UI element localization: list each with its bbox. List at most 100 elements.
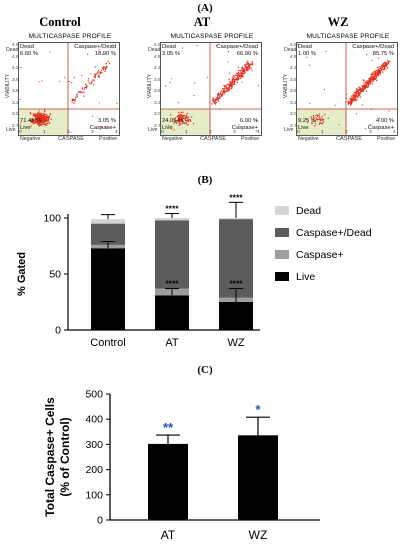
x-tick-label: WZ xyxy=(227,337,244,349)
quadrant-live-label: Live xyxy=(20,125,31,131)
bar-segment-dead xyxy=(155,218,189,221)
quadrant-caspase-dead-label: Caspase+/Dead xyxy=(216,44,258,50)
x-right-label: Positive xyxy=(377,136,396,142)
quadrant-dead-label: Dead xyxy=(162,44,176,50)
flow-plot-at: MULTICASPASE PROFILE Dead 3.05 % Caspase+/D… xyxy=(146,33,268,149)
flow-plot-wz: MULTICASPASE PROFILE Dead 1.00 % Caspase+/D… xyxy=(282,33,404,149)
quadrant-live-label: Live xyxy=(298,125,309,131)
quadrant-dead-value: 3.05 % xyxy=(162,51,181,57)
x-tick: 4 xyxy=(115,130,118,135)
y-tick: 2.7 xyxy=(290,123,297,129)
significance-stars: **** xyxy=(229,192,243,202)
legend-swatch xyxy=(275,272,289,281)
y-tick: 4.9 xyxy=(154,43,161,48)
y-tick-label: 400 xyxy=(85,414,103,426)
bar-segment-live xyxy=(155,295,189,330)
quadrant-caspase-dead-label: Caspase+/Dead xyxy=(352,44,394,50)
y-tick: 3.9 xyxy=(12,77,19,83)
y-tick-label: 0 xyxy=(97,515,103,527)
y-tick-label: 0 xyxy=(55,325,61,337)
y-bottom-label: Live xyxy=(284,127,294,133)
x-tick: 3 xyxy=(233,130,236,135)
x-tick: 2 xyxy=(209,130,212,135)
x-tick: 3 xyxy=(91,130,94,135)
plot-area xyxy=(160,42,262,136)
significance-stars: **** xyxy=(229,279,243,289)
plot-area xyxy=(18,42,120,136)
y-tick: 3.6 xyxy=(290,89,297,94)
y-tick: 4.6 xyxy=(290,54,297,60)
y-tick: 3.0 xyxy=(12,112,19,117)
stacked-bar-chart: 0 50 100 % Gated Control AT WZ **** **** **** ****… xyxy=(16,192,372,349)
quadrant-live-value: 9.25 % xyxy=(298,118,317,124)
y-tick: 3.0 xyxy=(290,112,297,117)
quadrant-caspase-value: 6.00 % xyxy=(239,118,258,124)
y-axis-label: VIABILITY xyxy=(5,73,12,99)
legend-label: Dead xyxy=(296,205,321,217)
plot-title: MULTICASPASE PROFILE xyxy=(306,33,390,40)
y-tick: 2.7 xyxy=(154,123,161,129)
legend-label: Live xyxy=(296,271,315,283)
quadrant-live-value: 24.05 % xyxy=(162,118,184,124)
flow-title-wz: WZ xyxy=(327,15,349,29)
plot-title: MULTICASPASE PROFILE xyxy=(28,33,112,40)
quadrant-dead-label: Dead xyxy=(298,44,312,50)
legend-swatch xyxy=(275,228,289,237)
bar-segment-live xyxy=(91,248,125,330)
quadrant-caspase-dead-value: 85.75 % xyxy=(372,51,394,57)
bar-segment-caspase-dead xyxy=(219,219,253,298)
bar-segment-caspase-dead xyxy=(155,220,189,289)
significance-stars: ** xyxy=(163,420,174,435)
y-axis-label: % Gated xyxy=(16,252,28,296)
y-axis-label: Total Caspase+ Cells(% of Control) xyxy=(43,397,72,517)
y-tick: 3.6 xyxy=(12,89,19,94)
scatter-dots xyxy=(297,43,397,135)
significance-stars: **** xyxy=(165,204,179,214)
scatter-dots xyxy=(161,43,261,135)
y-tick: 4.3 xyxy=(154,66,161,71)
y-tick-label: 200 xyxy=(85,464,103,476)
y-bottom-label: Live xyxy=(148,127,158,133)
x-tick-label: AT xyxy=(165,337,179,349)
y-tick: 3.9 xyxy=(290,77,297,83)
x-tick: 1 xyxy=(185,130,188,135)
x-tick: 4 xyxy=(393,130,396,135)
y-axis-label: VIABILITY xyxy=(147,73,154,99)
y-tick-label: 100 xyxy=(85,489,103,501)
y-tick: 4.6 xyxy=(154,54,161,60)
quadrant-caspase-dead-label: Caspase+/Dead xyxy=(74,44,116,50)
y-axis-label: VIABILITY xyxy=(283,73,290,99)
y-tick-label: 500 xyxy=(85,389,103,401)
y-tick: 3.3 xyxy=(154,100,161,106)
legend-swatch xyxy=(275,250,289,259)
y-top-label: Dead xyxy=(148,47,161,53)
legend-label: Caspase+ xyxy=(296,249,344,261)
quadrant-caspase-label: Caspase+ xyxy=(367,125,394,131)
bar-segment-caspase-dead xyxy=(91,223,125,245)
y-tick: 4.9 xyxy=(290,43,297,48)
x-tick: 2 xyxy=(345,130,348,135)
y-tick-label: 300 xyxy=(85,439,103,451)
x-tick: 1 xyxy=(321,130,324,135)
x-axis-label: CASPASE xyxy=(58,136,85,142)
x-tick: 2 xyxy=(67,130,70,135)
quadrant-dead-value: 1.00 % xyxy=(298,51,317,57)
y-top-label: Dead xyxy=(6,47,19,53)
y-tick: 3.3 xyxy=(12,100,19,106)
quadrant-caspase-value: 4.00 % xyxy=(375,118,394,124)
quadrant-caspase-dead-value: 18.90 % xyxy=(94,51,116,57)
y-tick: 4.3 xyxy=(12,66,19,71)
y-tick: 3.6 xyxy=(154,89,161,94)
x-left-label: Negative xyxy=(20,136,41,142)
quadrant-dead-label: Dead xyxy=(20,44,34,50)
bar-segment-dead xyxy=(219,218,253,220)
flow-title-control: Control xyxy=(39,15,81,29)
x-tick: 4 xyxy=(257,130,260,135)
x-right-label: Positive xyxy=(241,136,260,142)
significance-stars: **** xyxy=(165,279,179,289)
x-tick-label: WZ xyxy=(249,528,268,542)
x-axis-label: CASPASE xyxy=(200,136,227,142)
y-top-label: Dead xyxy=(284,47,297,53)
bar-at xyxy=(148,443,188,520)
bar-segment-dead xyxy=(91,219,125,224)
